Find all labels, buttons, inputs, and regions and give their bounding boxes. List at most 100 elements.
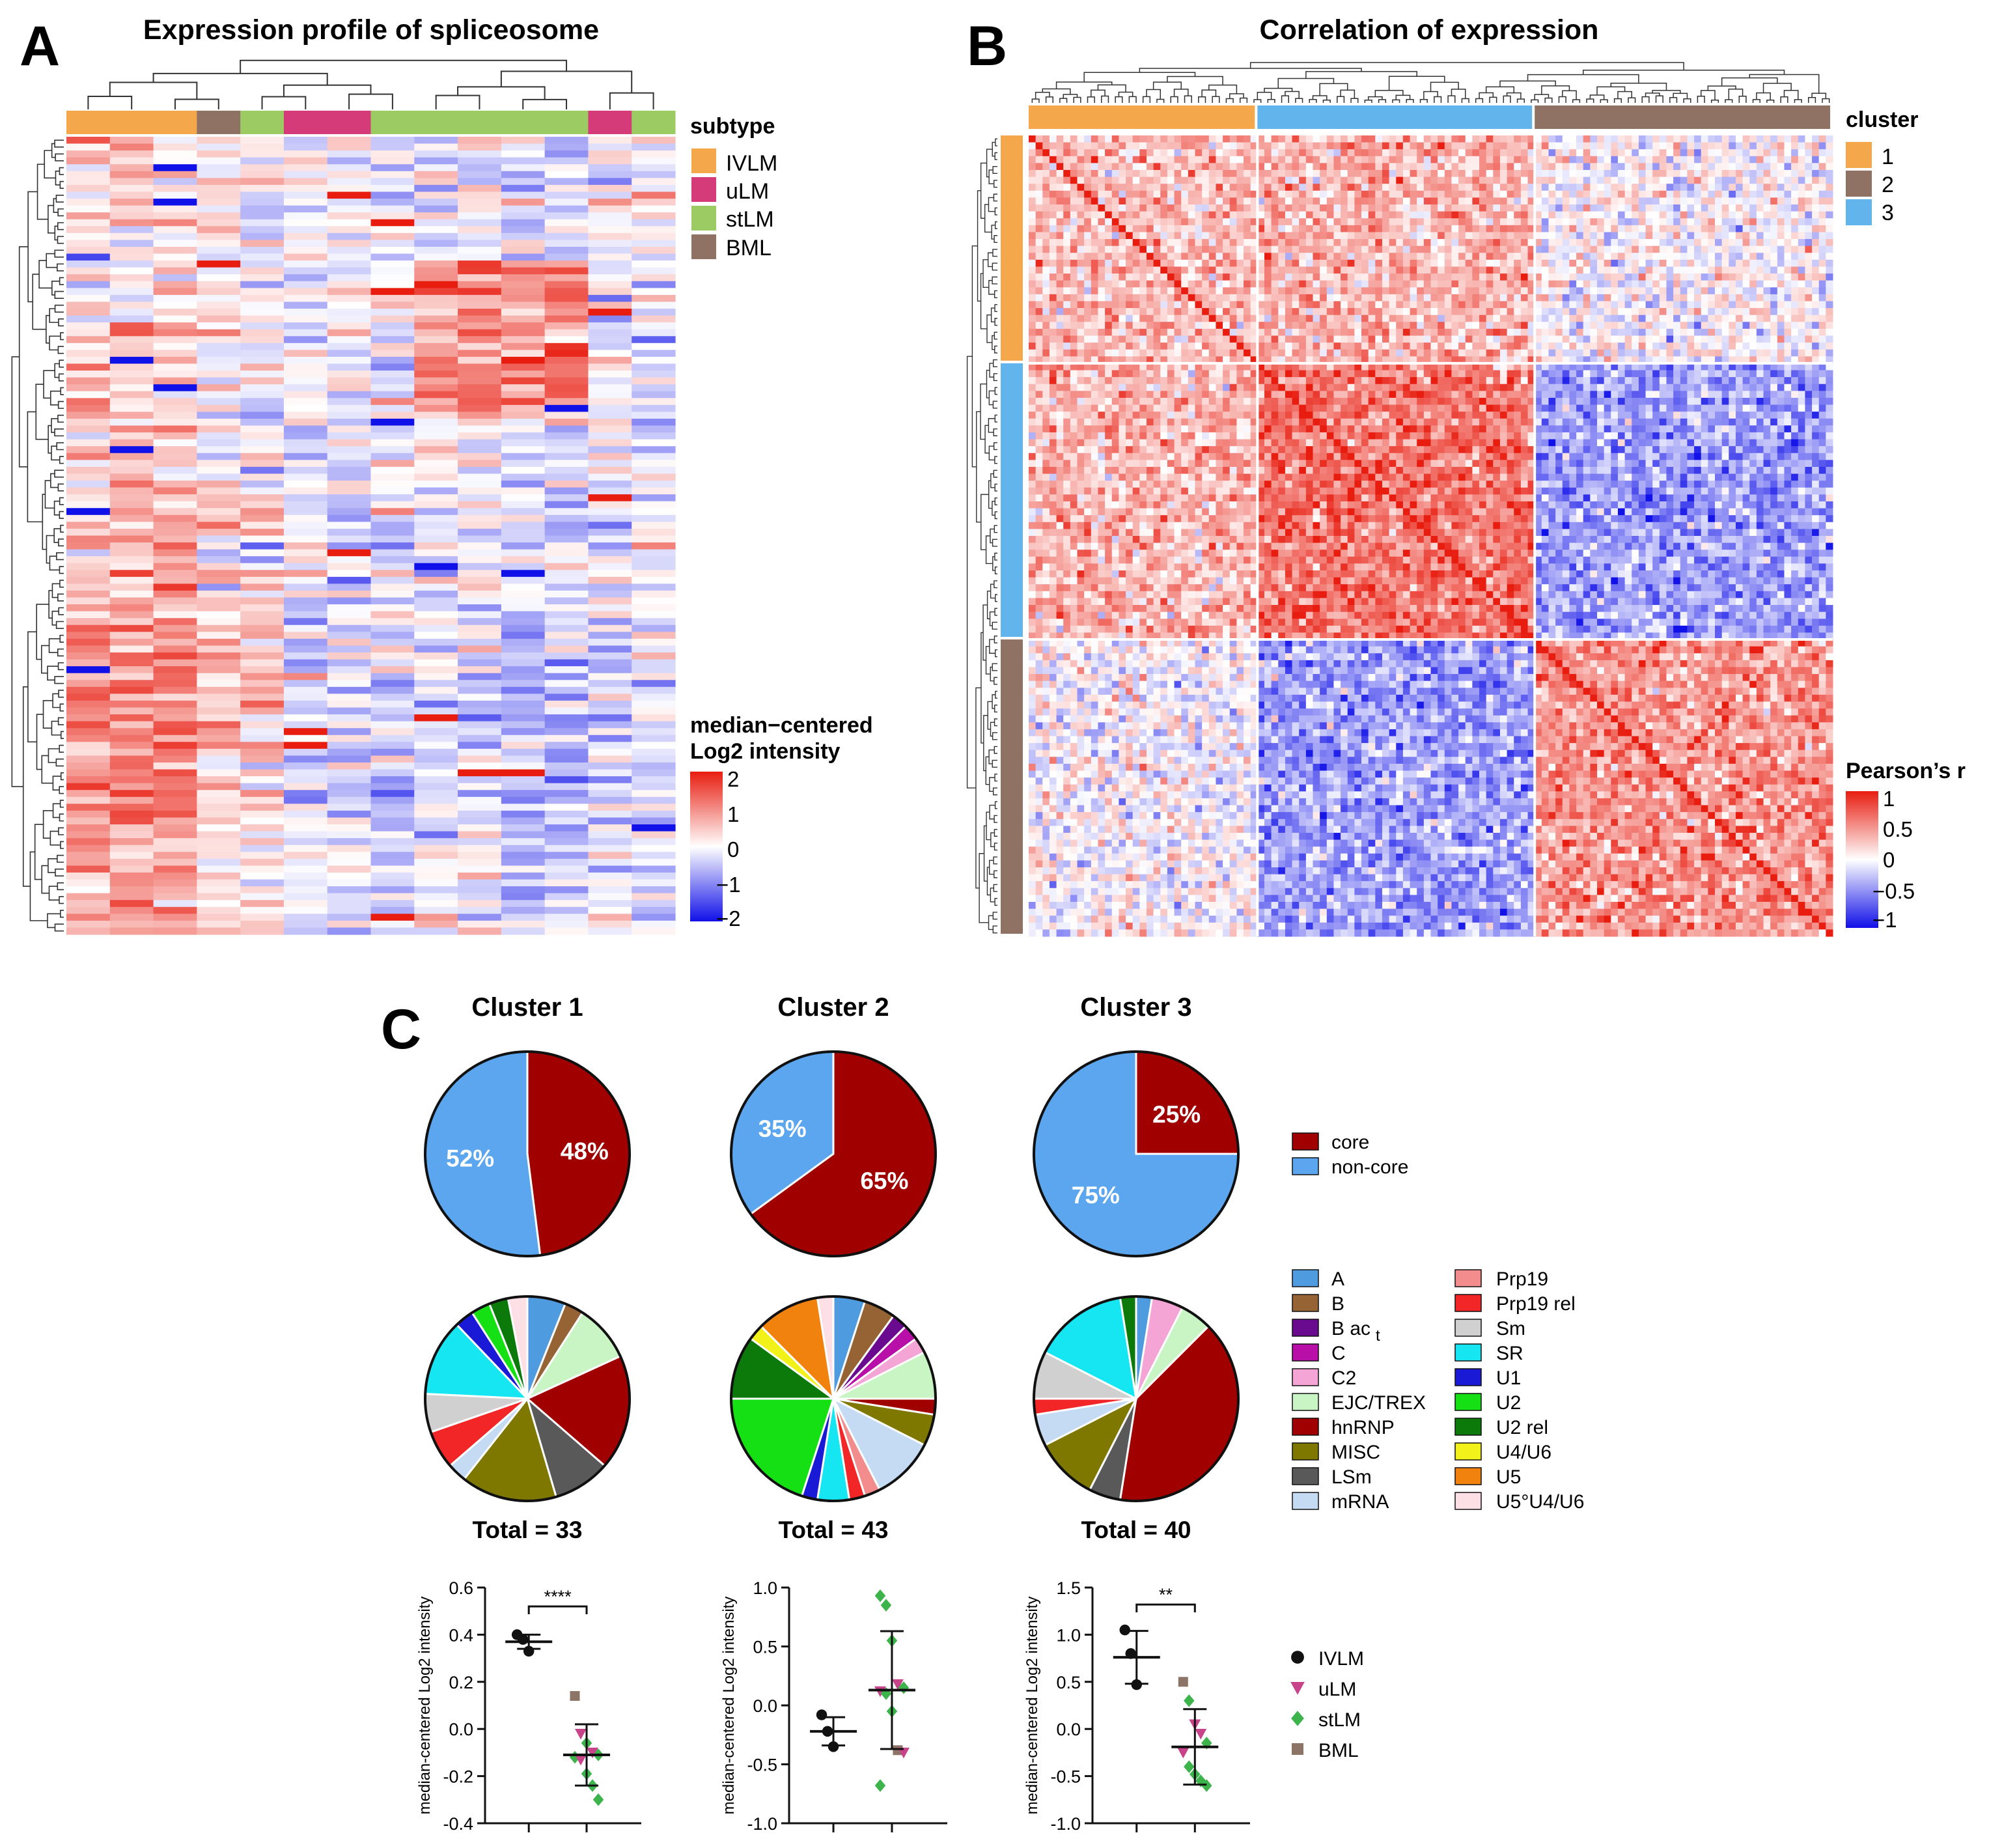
heatmap-a-cell — [197, 384, 241, 392]
heatmap-b-cell — [1673, 225, 1681, 232]
heatmap-b-cell — [1070, 142, 1078, 150]
heatmap-b-cell — [1396, 156, 1404, 163]
heatmap-a-cell — [283, 315, 328, 323]
dendrogram-branch — [53, 198, 59, 213]
dendrogram-branch — [1249, 62, 1684, 70]
heatmap-b-cell — [1292, 135, 1300, 143]
heatmap-b-cell — [1812, 156, 1820, 163]
heatmap-b-cell — [1798, 176, 1805, 184]
heatmap-a-cell — [66, 858, 111, 866]
heatmap-b-cell — [1208, 239, 1216, 247]
heatmap-a-cell — [632, 845, 676, 852]
heatmap-b-cell — [1784, 301, 1792, 309]
heatmap-b-cell — [1535, 239, 1542, 247]
heatmap-a-cell — [632, 721, 676, 729]
heatmap-b-cell — [1569, 301, 1577, 309]
heatmap-b-cell — [1382, 218, 1390, 226]
heatmap-b-cell — [1472, 197, 1480, 205]
heatmap-b-cell — [1805, 184, 1813, 191]
heatmap-b-cell — [1729, 294, 1736, 301]
heatmap-b-cell — [1438, 294, 1445, 301]
heatmap-a-cell — [588, 232, 632, 240]
heatmap-a-cell — [370, 790, 415, 798]
heatmap-b-cell — [1285, 301, 1293, 309]
heatmap-b-cell — [1292, 294, 1300, 301]
heatmap-b-cell — [1687, 176, 1695, 184]
heatmap-a-cell — [240, 508, 285, 516]
subtype-legend-title: subtype — [690, 114, 775, 139]
heatmap-a-cell — [240, 309, 285, 316]
heatmap-b-cell — [1611, 239, 1619, 247]
heatmap-b-cell — [1257, 239, 1265, 247]
heatmap-b-cell — [1402, 273, 1411, 281]
heatmap-a-cell — [414, 481, 458, 488]
heatmap-b-cell — [1160, 149, 1168, 157]
heatmap-a-cell — [370, 755, 415, 763]
dendrogram-branch — [60, 841, 64, 849]
heatmap-b-cell — [1590, 156, 1598, 163]
heatmap-b-cell — [1680, 253, 1688, 260]
heatmap-b-cell — [1188, 211, 1196, 219]
heatmap-b-cell — [1126, 197, 1134, 205]
heatmap-b-cell — [1742, 266, 1750, 274]
heatmap-a-cell — [240, 219, 285, 227]
heatmap-a-cell — [458, 790, 502, 798]
dendrogram-branch — [1461, 98, 1469, 103]
heatmap-a-cell — [327, 624, 372, 632]
heatmap-b-cell — [1472, 163, 1480, 171]
heatmap-b-cell — [1223, 135, 1231, 143]
heatmap-b-cell — [1160, 301, 1168, 309]
heatmap-b-cell — [1541, 204, 1549, 212]
heatmap-b-cell — [1541, 225, 1549, 232]
heatmap-b-cell — [1687, 142, 1695, 150]
heatmap-b-cell — [1244, 266, 1251, 274]
dendrogram-branch — [59, 359, 64, 368]
heatmap-b-cell — [1423, 225, 1431, 232]
dendrogram-branch — [1489, 96, 1497, 103]
heatmap-a-cell — [327, 371, 372, 378]
heatmap-b-cell — [1285, 308, 1293, 316]
heatmap-b-cell — [1320, 287, 1328, 295]
heatmap-b-cell — [1042, 253, 1050, 260]
heatmap-a-cell — [153, 542, 197, 550]
heatmap-b-cell — [1694, 204, 1702, 212]
heatmap-a-cell — [544, 914, 589, 921]
heatmap-b-cell — [1229, 135, 1237, 143]
heatmap-a-cell — [240, 240, 285, 247]
heatmap-b-cell — [1029, 176, 1036, 184]
heatmap-b-cell — [1805, 163, 1813, 171]
heatmap-b-cell — [1299, 197, 1307, 205]
heatmap-b-cell — [1035, 149, 1043, 157]
heatmap-a-cell — [588, 728, 632, 736]
dendrogram-branch — [994, 152, 997, 160]
heatmap-a-cell — [240, 178, 285, 186]
heatmap-b-cell — [1438, 301, 1445, 309]
heatmap-a-cell — [414, 570, 458, 578]
heatmap-b-cell — [1091, 142, 1098, 150]
heatmap-a-cell — [458, 522, 502, 529]
heatmap-a-cell — [109, 542, 154, 550]
heatmap-a-cell — [544, 301, 589, 309]
heatmap-b-cell — [1715, 211, 1723, 219]
heatmap-b-cell — [1576, 239, 1584, 247]
heatmap-a-cell — [327, 487, 372, 495]
heatmap-b-cell — [1216, 287, 1223, 295]
heatmap-a-cell — [197, 728, 241, 736]
heatmap-b-cell — [1257, 273, 1265, 281]
heatmap-a-cell — [283, 205, 328, 213]
heatmap-b-cell — [1202, 211, 1210, 219]
dendrogram-branch — [1337, 96, 1345, 103]
heatmap-b-cell — [1541, 239, 1549, 247]
heatmap-b-cell — [1305, 184, 1314, 191]
heatmap-b-cell — [1659, 280, 1667, 288]
heatmap-b-cell — [1721, 211, 1729, 219]
heatmap-a-cell — [544, 810, 589, 819]
heatmap-b-cell — [1264, 156, 1272, 163]
heatmap-a-cell — [458, 191, 502, 199]
heatmap-b-cell — [1244, 308, 1251, 316]
heatmap-b-cell — [1479, 204, 1487, 212]
heatmap-a-cell — [544, 852, 589, 860]
heatmap-b-cell — [1285, 211, 1293, 219]
heatmap-a-cell — [327, 700, 372, 708]
heatmap-b-cell — [1285, 239, 1293, 247]
